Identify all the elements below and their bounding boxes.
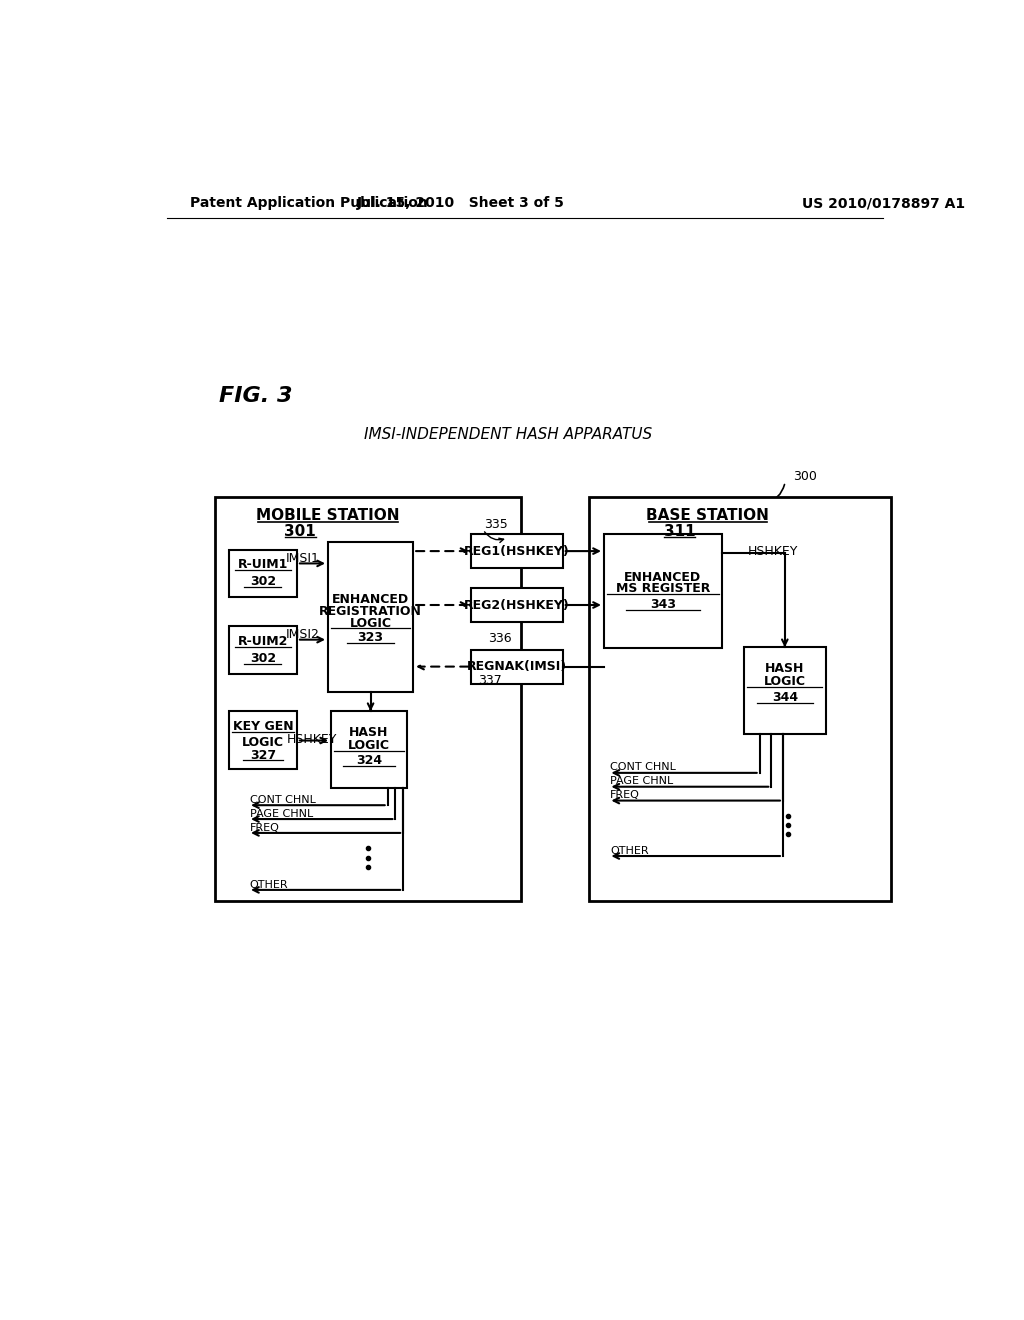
Text: 300: 300: [793, 470, 817, 483]
Bar: [328, 541, 414, 692]
Text: FIG. 3: FIG. 3: [219, 385, 293, 405]
Text: IMSI1: IMSI1: [286, 552, 319, 565]
Text: CONT CHNL: CONT CHNL: [250, 795, 315, 805]
Text: 302: 302: [250, 576, 275, 589]
Text: ENHANCED: ENHANCED: [332, 594, 410, 606]
Text: HSHKEY: HSHKEY: [287, 733, 337, 746]
Text: US 2010/0178897 A1: US 2010/0178897 A1: [802, 197, 966, 210]
Text: CONT CHNL: CONT CHNL: [610, 763, 676, 772]
Text: LOGIC: LOGIC: [764, 675, 806, 688]
FancyArrowPatch shape: [484, 532, 504, 543]
Text: R-UIM1: R-UIM1: [238, 558, 288, 572]
Bar: [471, 589, 563, 622]
Text: 327: 327: [250, 748, 275, 762]
Text: FREQ: FREQ: [610, 791, 640, 800]
Text: Jul. 15, 2010   Sheet 3 of 5: Jul. 15, 2010 Sheet 3 of 5: [357, 197, 565, 210]
Text: PAGE CHNL: PAGE CHNL: [250, 809, 313, 818]
Text: OTHER: OTHER: [610, 846, 648, 855]
Text: 324: 324: [356, 754, 382, 767]
Bar: [228, 549, 297, 598]
Bar: [228, 626, 297, 673]
Text: PAGE CHNL: PAGE CHNL: [610, 776, 674, 787]
Text: OTHER: OTHER: [250, 879, 289, 890]
Bar: [471, 649, 563, 684]
Text: MS REGISTER: MS REGISTER: [615, 582, 710, 595]
Bar: [331, 711, 407, 788]
Bar: [471, 535, 563, 568]
FancyArrowPatch shape: [767, 484, 784, 504]
Text: IMSI2: IMSI2: [286, 628, 319, 640]
Text: HASH: HASH: [349, 726, 389, 739]
Bar: [228, 711, 297, 770]
Text: 343: 343: [650, 598, 676, 611]
Text: BASE STATION: BASE STATION: [646, 508, 769, 523]
Text: ENHANCED: ENHANCED: [625, 570, 701, 583]
Text: REGISTRATION: REGISTRATION: [319, 605, 422, 618]
Text: REGNAK(IMSI): REGNAK(IMSI): [467, 660, 567, 673]
Text: 301: 301: [285, 524, 316, 539]
Text: R-UIM2: R-UIM2: [238, 635, 288, 648]
Text: FREQ: FREQ: [250, 822, 280, 833]
Text: IMSI-INDEPENDENT HASH APPARATUS: IMSI-INDEPENDENT HASH APPARATUS: [364, 426, 652, 442]
Text: REG2(HSHKEY): REG2(HSHKEY): [464, 598, 570, 611]
Bar: [744, 647, 825, 734]
Text: LOGIC: LOGIC: [349, 616, 391, 630]
Text: MOBILE STATION: MOBILE STATION: [256, 508, 399, 523]
Text: KEY GEN: KEY GEN: [232, 721, 293, 733]
Text: LOGIC: LOGIC: [348, 739, 390, 751]
Text: 323: 323: [357, 631, 384, 644]
Text: 336: 336: [488, 631, 512, 644]
Text: 335: 335: [484, 519, 508, 532]
Text: LOGIC: LOGIC: [242, 735, 284, 748]
Text: 344: 344: [772, 690, 798, 704]
Text: HSHKEY: HSHKEY: [748, 545, 799, 557]
Text: REG1(HSHKEY): REG1(HSHKEY): [464, 545, 570, 557]
Bar: [215, 498, 521, 902]
Bar: [589, 498, 891, 902]
Text: Patent Application Publication: Patent Application Publication: [190, 197, 428, 210]
Text: 302: 302: [250, 652, 275, 665]
Text: HASH: HASH: [765, 663, 805, 676]
Text: 311: 311: [664, 524, 695, 539]
Bar: [604, 535, 722, 648]
Text: 337: 337: [478, 675, 502, 686]
